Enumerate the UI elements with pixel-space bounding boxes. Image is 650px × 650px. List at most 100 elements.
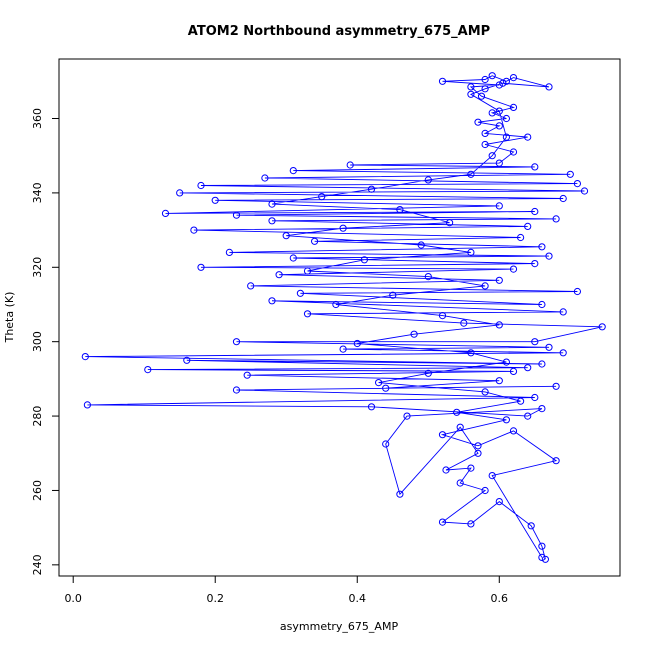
data-point: [580, 187, 589, 195]
data-point: [289, 254, 297, 262]
data-point: [573, 180, 582, 188]
data-point: [481, 486, 489, 495]
data-point: [559, 308, 567, 316]
data-point: [353, 339, 361, 348]
data-point: [545, 252, 553, 260]
data-point: [303, 310, 312, 318]
data-point: [225, 248, 233, 256]
data-point: [467, 349, 475, 357]
series-line: [85, 75, 603, 560]
data-point: [460, 319, 468, 327]
data-point: [531, 207, 539, 216]
data-point: [289, 167, 297, 175]
data-point: [509, 265, 518, 273]
data-point: [488, 152, 496, 160]
data-point: [275, 271, 283, 279]
data-point: [531, 393, 539, 402]
data-point: [481, 388, 489, 396]
data-point: [197, 263, 205, 271]
x-tick-label: 0.4: [349, 592, 367, 605]
data-point: [389, 291, 397, 299]
data-point: [509, 74, 518, 82]
data-point: [502, 358, 510, 366]
data-point: [396, 490, 404, 498]
data-point: [531, 163, 539, 171]
data-point: [502, 114, 510, 123]
data-point: [524, 133, 532, 141]
data-point: [232, 386, 241, 394]
data-point: [481, 282, 489, 290]
data-point: [488, 109, 496, 117]
data-point: [442, 466, 450, 474]
data-point: [346, 161, 354, 169]
x-axis-label: asymmetry_675_AMP: [280, 620, 399, 633]
data-point: [467, 248, 475, 256]
data-point: [502, 77, 510, 85]
data-point: [332, 300, 340, 309]
data-point: [453, 408, 461, 416]
y-tick-label: 340: [31, 182, 44, 203]
data-point: [495, 321, 503, 329]
data-point: [467, 83, 475, 91]
data-point: [403, 412, 411, 420]
y-tick-label: 280: [31, 406, 44, 427]
data-point: [495, 122, 503, 130]
data-point: [339, 345, 347, 353]
data-point: [318, 193, 326, 201]
data-point: [481, 129, 489, 137]
data-point: [474, 442, 482, 450]
data-point: [552, 457, 560, 465]
data-point: [144, 366, 152, 374]
data-point: [552, 382, 560, 390]
data-point: [527, 522, 535, 530]
data-point: [481, 85, 489, 93]
y-tick-label: 320: [31, 257, 44, 278]
data-point: [467, 170, 475, 178]
data-point: [509, 103, 518, 112]
data-point: [545, 343, 553, 351]
data-point: [183, 356, 191, 364]
data-point: [495, 377, 503, 385]
data-point: [268, 297, 276, 305]
data-point: [247, 282, 255, 290]
data-point: [524, 364, 532, 372]
data-point: [424, 273, 432, 281]
data-point: [524, 412, 532, 420]
data-point: [598, 323, 606, 331]
data-point: [474, 118, 482, 126]
data-point: [339, 224, 347, 232]
data-point: [545, 83, 553, 91]
data-point: [495, 107, 503, 115]
data-point: [499, 79, 507, 87]
data-point: [396, 206, 404, 214]
data-point: [438, 312, 447, 320]
plot-area: [81, 72, 606, 563]
data-point: [509, 427, 518, 435]
data-point: [538, 405, 546, 413]
data-point: [495, 202, 503, 210]
data-point: [232, 211, 241, 219]
data-point: [524, 222, 532, 230]
data-point: [502, 416, 510, 424]
data-point: [538, 360, 546, 368]
data-point: [481, 140, 489, 149]
data-point: [488, 472, 496, 480]
data-point: [517, 397, 525, 405]
data-point: [517, 233, 525, 242]
data-point: [268, 217, 276, 225]
data-point: [559, 194, 567, 203]
data-point: [495, 81, 503, 89]
y-tick-label: 240: [31, 554, 44, 575]
data-point: [268, 200, 276, 208]
data-point: [367, 403, 376, 411]
data-point: [282, 232, 290, 240]
data-point: [232, 338, 241, 346]
data-point: [197, 181, 205, 190]
data-point: [467, 90, 475, 98]
data-point: [296, 289, 304, 297]
data-point: [495, 276, 503, 284]
data-point: [538, 542, 546, 550]
x-tick-label: 0.2: [206, 592, 224, 605]
data-point: [83, 401, 92, 409]
